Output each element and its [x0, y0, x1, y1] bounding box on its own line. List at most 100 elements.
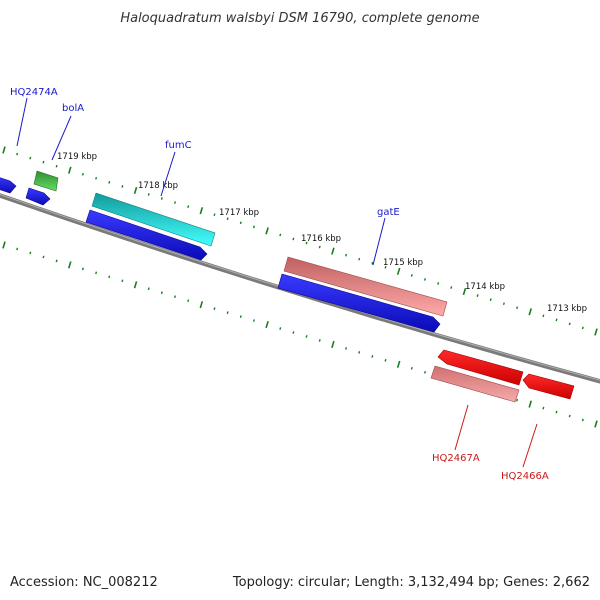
minor-tick [358, 257, 361, 261]
label-leaders [16, 97, 538, 468]
minor-tick [187, 205, 190, 208]
gene-label-HQ2474A[interactable]: HQ2474A [10, 87, 58, 98]
major-tick [133, 186, 138, 195]
gene-arrow-HQ2467A-partner[interactable] [437, 349, 524, 386]
minor-tick [239, 221, 242, 225]
minor-tick [410, 274, 413, 277]
major-tick [331, 247, 335, 255]
minor-tick [95, 176, 98, 180]
outer-tick-track [2, 146, 598, 336]
minor-tick [252, 319, 255, 322]
minor-tick [16, 152, 19, 156]
minor-tick [410, 366, 413, 370]
minor-tick [95, 271, 98, 275]
minor-tick [213, 307, 216, 310]
minor-tick [345, 253, 348, 257]
minor-tick [42, 160, 45, 164]
minor-tick [516, 306, 519, 310]
minor-tick [371, 355, 374, 358]
major-tick [331, 340, 335, 349]
gene-arrow-HQ2467A[interactable] [430, 365, 520, 403]
minor-tick [252, 225, 255, 229]
minor-tick [305, 241, 308, 245]
kbp-labels: 1719 kbp 1718 kbp 1717 kbp 1716 kbp 1715… [57, 152, 587, 314]
kbp-label: 1713 kbp [547, 304, 587, 314]
forward-strand-features [0, 170, 448, 333]
gene-labels: HQ2474A bolA fumC gatE HQ2467A HQ2466A [10, 87, 549, 482]
major-tick [462, 287, 467, 296]
gene-arrow-bolA[interactable] [33, 170, 59, 192]
minor-tick [371, 261, 374, 265]
minor-tick [279, 327, 282, 330]
gene-arrow-gatE[interactable] [283, 256, 448, 317]
major-tick [199, 301, 204, 309]
genome-summary: Topology: circular; Length: 3,132,494 bp… [232, 575, 590, 590]
minor-tick [568, 322, 571, 326]
minor-tick [581, 418, 584, 422]
minor-tick [213, 213, 216, 217]
minor-tick [542, 314, 545, 318]
minor-tick [160, 291, 163, 295]
major-tick [265, 320, 269, 329]
gene-arrow-fumC[interactable] [91, 192, 216, 247]
minor-tick [516, 398, 519, 402]
minor-tick [555, 410, 558, 414]
major-tick [594, 420, 598, 428]
minor-tick [476, 294, 479, 297]
gene-arrow-blue[interactable] [0, 176, 17, 194]
major-tick [528, 308, 533, 316]
gene-label-HQ2467A[interactable]: HQ2467A [432, 453, 480, 464]
minor-tick [121, 185, 124, 188]
reverse-strand-features [430, 349, 575, 403]
minor-tick [108, 181, 111, 184]
minor-tick [29, 156, 32, 160]
minor-tick [108, 275, 111, 279]
minor-tick [29, 251, 32, 255]
major-tick [133, 281, 138, 289]
gene-arrow-blue[interactable] [85, 209, 208, 261]
major-tick [67, 261, 72, 269]
kbp-label: 1717 kbp [219, 208, 259, 218]
minor-tick [555, 318, 558, 322]
minor-tick [147, 193, 150, 196]
minor-tick [581, 326, 584, 330]
major-tick [199, 207, 204, 215]
minor-tick [292, 237, 295, 241]
major-tick [2, 146, 6, 154]
minor-tick [239, 315, 242, 318]
kbp-label: 1716 kbp [301, 234, 341, 244]
minor-tick [305, 335, 308, 338]
kbp-label: 1714 kbp [465, 282, 505, 292]
gene-label-bolA[interactable]: bolA [62, 103, 84, 114]
minor-tick [384, 359, 387, 362]
minor-tick [279, 233, 282, 237]
minor-tick [489, 298, 492, 301]
minor-tick [384, 265, 387, 269]
major-tick [396, 267, 401, 275]
gene-arrow-blue[interactable] [277, 273, 441, 333]
minor-tick [358, 351, 361, 354]
major-tick [396, 360, 401, 368]
minor-tick [16, 247, 19, 251]
minor-tick [292, 331, 295, 334]
minor-tick [345, 347, 348, 350]
gene-label-gatE[interactable]: gatE [377, 207, 400, 218]
minor-tick [450, 286, 453, 289]
minor-tick [226, 311, 229, 314]
minor-tick [318, 339, 321, 342]
minor-tick [187, 299, 190, 303]
major-tick [67, 166, 72, 174]
minor-tick [542, 406, 545, 410]
gene-label-HQ2466A[interactable]: HQ2466A [501, 471, 549, 482]
minor-tick [81, 172, 84, 176]
kbp-label: 1715 kbp [383, 258, 423, 268]
gene-arrow-HQ2466A[interactable] [522, 373, 575, 400]
kbp-label: 1718 kbp [138, 181, 178, 191]
gene-label-fumC[interactable]: fumC [165, 140, 192, 151]
minor-tick [81, 267, 84, 271]
minor-tick [55, 164, 58, 168]
gene-arrow-blue[interactable] [25, 187, 51, 206]
major-tick [265, 227, 269, 235]
accession-label: Accession: NC_008212 [10, 575, 158, 590]
minor-tick [568, 414, 571, 418]
